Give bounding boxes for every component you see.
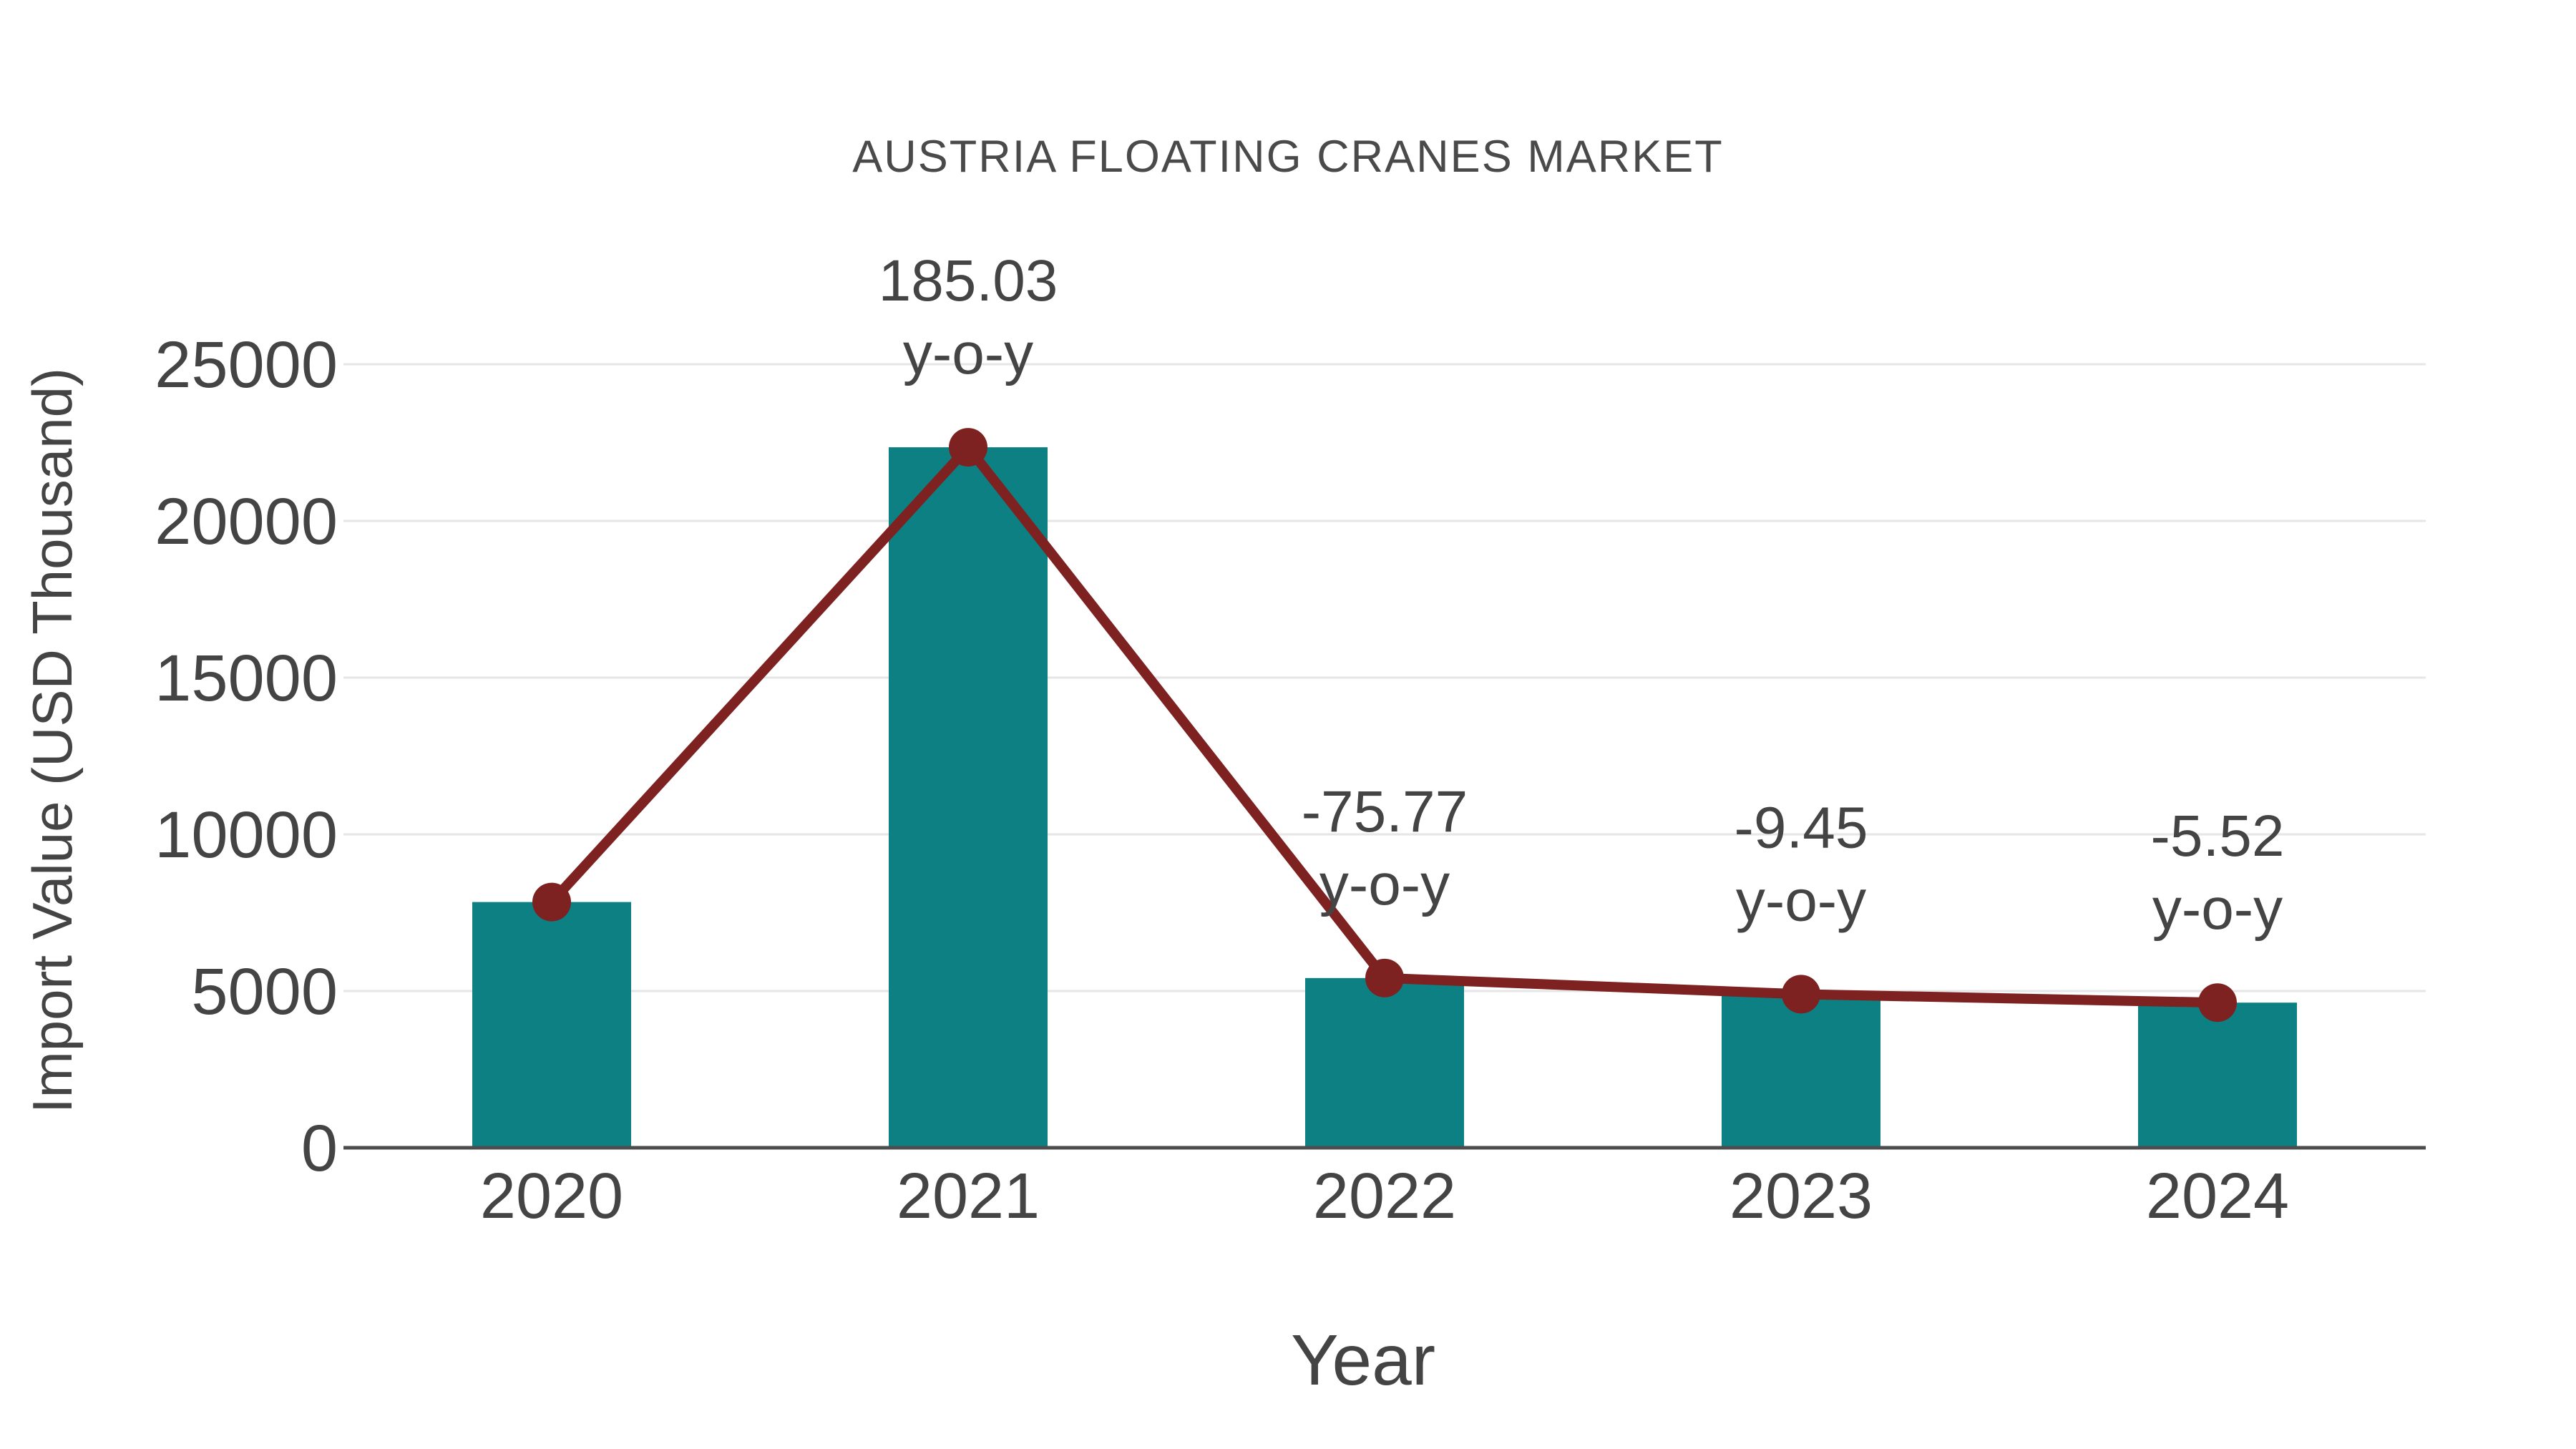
bar-2023 [1722, 994, 1880, 1148]
y-axis-title: Import Value (USD Thousand) [21, 368, 84, 1113]
x-tick-label-2023: 2023 [1729, 1161, 1873, 1232]
bar-2020 [472, 902, 631, 1148]
y-tick-label-25000: 25000 [155, 328, 338, 401]
y-tick-label-15000: 15000 [155, 642, 338, 715]
bar-2022 [1305, 977, 1464, 1148]
y-axis-ticks: 0 5000 10000 15000 20000 25000 [155, 328, 338, 1185]
yoy-annotations: 185.03 y-o-y -75.77 y-o-y -9.45 y-o-y -5.52 y-o… [879, 248, 2285, 942]
annotation-value-2024: -5.52 [2151, 804, 2285, 869]
x-tick-label-2024: 2024 [2146, 1161, 2289, 1232]
trend-line-series [532, 428, 2237, 1023]
x-axis-title: Year [1291, 1320, 1435, 1400]
trend-marker-2022 [1365, 958, 1404, 997]
y-tick-label-0: 0 [301, 1112, 338, 1185]
y-tick-label-10000: 10000 [155, 799, 338, 872]
annotation-value-2021: 185.03 [879, 248, 1058, 313]
trend-marker-2024 [2198, 983, 2237, 1023]
x-tick-label-2021: 2021 [897, 1161, 1040, 1232]
trend-marker-2020 [532, 882, 571, 922]
annotation-sub-2021: y-o-y [903, 321, 1033, 386]
chart-title: AUSTRIA FLOATING CRANES MARKET [852, 132, 1724, 182]
trend-line [547, 439, 2218, 1008]
annotation-sub-2024: y-o-y [2152, 877, 2283, 942]
annotation-sub-2023: y-o-y [1736, 868, 1866, 933]
x-tick-label-2020: 2020 [480, 1161, 623, 1232]
annotation-sub-2022: y-o-y [1319, 852, 1450, 917]
x-tick-label-2022: 2022 [1313, 1161, 1456, 1232]
bar-series [472, 447, 2297, 1148]
bar-2021 [889, 447, 1048, 1148]
bar-2024 [2138, 1002, 2297, 1148]
annotation-value-2023: -9.45 [1735, 795, 1868, 860]
y-tick-label-5000: 5000 [191, 955, 338, 1028]
trend-marker-2023 [1782, 975, 1820, 1014]
trend-marker-2021 [949, 428, 987, 467]
y-tick-label-20000: 20000 [155, 485, 338, 558]
annotation-value-2022: -75.77 [1302, 779, 1468, 844]
x-axis-ticks: 2020 2021 2022 2023 2024 [480, 1161, 2289, 1232]
gridlines [343, 363, 2426, 992]
